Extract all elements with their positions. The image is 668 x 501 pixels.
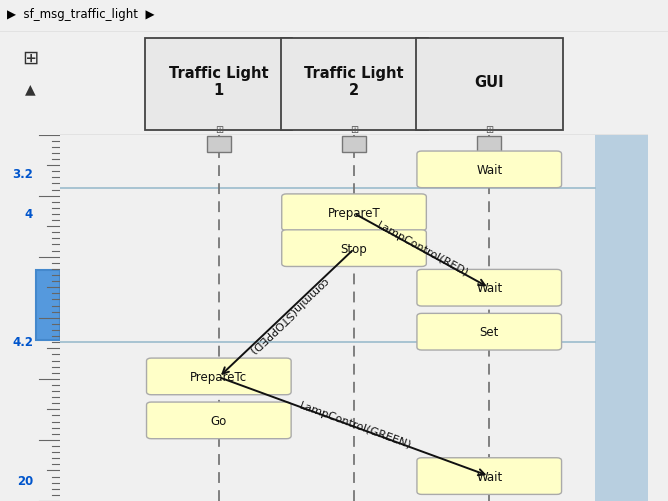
FancyBboxPatch shape (417, 152, 562, 188)
FancyBboxPatch shape (282, 194, 426, 231)
Text: Wait: Wait (476, 282, 502, 295)
Text: Set: Set (480, 326, 499, 339)
Text: Wait: Wait (476, 469, 502, 482)
Text: LampControl(RED): LampControl(RED) (375, 219, 470, 278)
Text: GUI: GUI (474, 74, 504, 89)
Ellipse shape (483, 471, 496, 480)
Text: Traffic Light
1: Traffic Light 1 (169, 66, 269, 98)
FancyBboxPatch shape (36, 271, 60, 340)
Text: commIn(STOPPED): commIn(STOPPED) (246, 276, 330, 355)
Text: ⊞: ⊞ (485, 124, 493, 134)
FancyBboxPatch shape (146, 402, 291, 439)
Ellipse shape (347, 208, 361, 217)
FancyBboxPatch shape (207, 137, 230, 152)
Text: 4.2: 4.2 (12, 336, 33, 348)
FancyBboxPatch shape (415, 39, 562, 131)
FancyBboxPatch shape (342, 137, 366, 152)
FancyBboxPatch shape (478, 137, 501, 152)
FancyBboxPatch shape (417, 314, 562, 350)
FancyBboxPatch shape (281, 39, 428, 131)
FancyBboxPatch shape (146, 358, 291, 395)
Text: Traffic Light
2: Traffic Light 2 (304, 66, 404, 98)
FancyBboxPatch shape (417, 458, 562, 494)
FancyBboxPatch shape (282, 230, 426, 267)
Text: 20: 20 (17, 474, 33, 487)
Ellipse shape (212, 372, 225, 381)
FancyBboxPatch shape (417, 270, 562, 307)
Text: ⊞: ⊞ (215, 124, 223, 134)
Text: ⊞: ⊞ (350, 124, 358, 134)
Text: ▲: ▲ (25, 82, 35, 96)
Text: PrepareTc: PrepareTc (190, 370, 247, 383)
Text: ⊞: ⊞ (22, 49, 38, 68)
Text: LampControl(GREEN): LampControl(GREEN) (297, 399, 412, 449)
Text: 4: 4 (25, 207, 33, 220)
Text: 3.2: 3.2 (12, 167, 33, 180)
Text: Wait: Wait (476, 163, 502, 176)
Text: Go: Go (210, 414, 227, 427)
Text: ▶  sf_msg_traffic_light  ▶: ▶ sf_msg_traffic_light ▶ (7, 8, 154, 21)
FancyBboxPatch shape (146, 39, 293, 131)
Text: Stop: Stop (341, 242, 367, 255)
FancyBboxPatch shape (595, 135, 648, 501)
Text: PrepareT: PrepareT (328, 206, 380, 219)
